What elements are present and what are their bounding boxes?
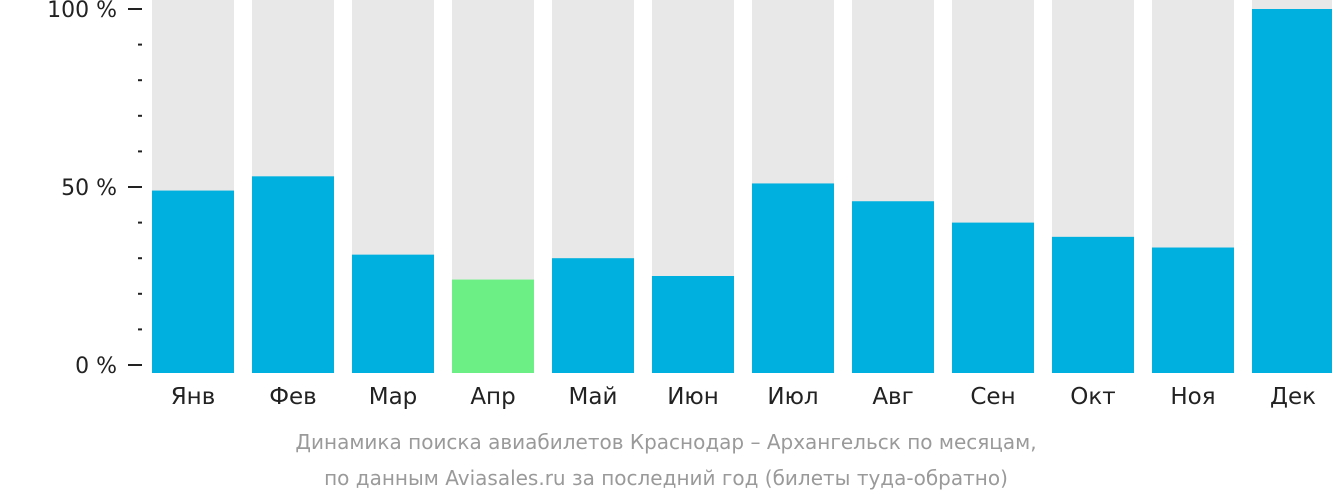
- x-tick-label-8: Сен: [970, 384, 1015, 410]
- x-tick-label-3: Апр: [470, 384, 515, 410]
- y-tick-label-0: 0 %: [75, 354, 117, 379]
- bar-6: [752, 183, 834, 373]
- bar-0: [152, 190, 234, 373]
- bar-7: [852, 201, 934, 373]
- bar-10: [1152, 247, 1234, 373]
- x-tick-label-7: Авг: [872, 384, 913, 410]
- x-tick-label-1: Фев: [269, 384, 317, 410]
- x-tick-label-5: Июн: [667, 384, 719, 410]
- y-tick-label-2: 100 %: [47, 0, 117, 23]
- bar-5: [652, 276, 734, 373]
- x-tick-label-4: Май: [569, 384, 618, 410]
- chart-caption-line-2: по данным Aviasales.ru за последний год …: [324, 466, 1008, 490]
- x-tick-label-10: Ноя: [1170, 384, 1215, 410]
- x-tick-label-11: Дек: [1270, 384, 1316, 410]
- bar-11: [1252, 9, 1332, 373]
- bar-9: [1052, 236, 1134, 373]
- x-tick-label-9: Окт: [1070, 384, 1115, 410]
- bar-2: [352, 254, 434, 373]
- chart-caption-line-1: Динамика поиска авиабилетов Краснодар – …: [295, 430, 1037, 454]
- bar-4: [552, 258, 634, 373]
- y-tick-label-1: 50 %: [61, 176, 117, 201]
- x-tick-label-2: Мар: [369, 384, 418, 410]
- x-tick-label-6: Июл: [767, 384, 818, 410]
- bar-1: [252, 176, 334, 373]
- bar-8: [952, 222, 1034, 373]
- bar-3: [452, 279, 534, 373]
- x-tick-label-0: Янв: [171, 384, 216, 410]
